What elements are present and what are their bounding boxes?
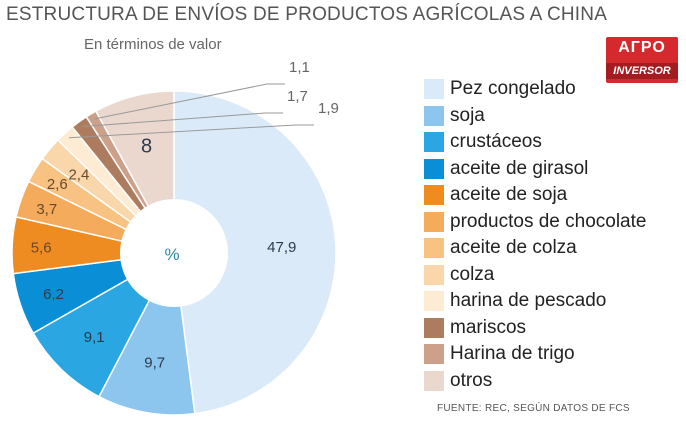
legend-label: productos de chocolate: [450, 210, 647, 232]
slice-label-crustaceos: 9,1: [84, 329, 105, 346]
legend-item-soja: soja: [424, 103, 646, 130]
legend-swatch: [424, 105, 444, 126]
legend-label: harina de pescado: [450, 290, 607, 312]
slice-label-harina-de-pescado: 1,9: [318, 100, 339, 117]
chart-subtitle: En términos de valor: [84, 36, 222, 53]
legend-swatch: [424, 238, 444, 259]
legend-label: colza: [450, 263, 495, 285]
legend-item-aceite-de-soja: aceite de soja: [424, 182, 646, 209]
legend-label: soja: [450, 104, 485, 126]
source-note: FUENTE: REC, SEGÚN DATOS DE FCS: [437, 403, 630, 414]
legend-swatch: [424, 344, 444, 365]
legend-swatch: [424, 291, 444, 312]
legend-swatch: [424, 370, 444, 391]
legend-swatch: [424, 264, 444, 285]
legend-item-colza: colza: [424, 262, 646, 289]
legend-label: aceite de soja: [450, 184, 568, 206]
legend-label: aceite de girasol: [450, 157, 589, 179]
slice-label-otros: 8: [141, 135, 152, 157]
slice-label-soja: 9,7: [144, 354, 165, 371]
legend-item-harina-de-trigo: Harina de trigo: [424, 341, 646, 368]
legend-item-harina-de-pescado: harina de pescado: [424, 288, 646, 315]
legend-label: crustáceos: [450, 131, 542, 153]
legend-swatch: [424, 317, 444, 338]
center-percent-label: %: [164, 245, 179, 264]
pie-chart: 47,9 9,7 9,1 6,2 5,6 3,7 2,62,4 1,9 1,7 1,1 8 %: [11, 59, 339, 416]
slice-labels: 47,9 9,7 9,1 6,2 5,6 3,7 2,62,4 1,9 1,7 1,1 8: [31, 59, 339, 371]
slice-label-colza: 2,4: [68, 166, 89, 183]
agroinversor-logo: АГРО INVERSOR: [606, 37, 678, 83]
legend-label: mariscos: [450, 316, 527, 338]
legend-item-aceite-de-girasol: aceite de girasol: [424, 156, 646, 183]
slice-label-pez-congelado: 47,9: [267, 239, 296, 256]
slice-label-productos-de-chocolate: 3,7: [36, 201, 57, 218]
slice-label-aceite-de-colza: 2,6: [47, 176, 68, 193]
legend-label: Pez congelado: [450, 78, 576, 100]
slice-label-harina-de-trigo: 1,1: [289, 59, 310, 76]
legend-label: aceite de colza: [450, 237, 577, 259]
legend-item-mariscos: mariscos: [424, 315, 646, 342]
legend-item-productos-de-chocolate: productos de chocolate: [424, 209, 646, 236]
legend-swatch: [424, 158, 444, 179]
legend-label: Harina de trigo: [450, 343, 575, 365]
slice-label-aceite-de-soja: 5,6: [31, 240, 52, 257]
chart-title: ESTRUCTURA DE ENVÍOS DE PRODUCTOS AGRÍCO…: [6, 4, 608, 25]
logo-top-text: АГРО: [618, 39, 666, 56]
legend-item-crustaceos: crustáceos: [424, 129, 646, 156]
legend-item-pez-congelado: Pez congelado: [424, 76, 646, 103]
slice-label-aceite-de-girasol: 6,2: [43, 286, 64, 303]
donut-hole: [120, 199, 228, 307]
slice-label-mariscos: 1,7: [287, 88, 308, 105]
leader-line-harina-de-trigo: [93, 83, 285, 120]
legend-swatch: [424, 211, 444, 232]
leader-line-mariscos: [82, 112, 283, 128]
legend-swatch: [424, 79, 444, 100]
legend-swatch: [424, 185, 444, 206]
legend-item-otros: otros: [424, 368, 646, 395]
logo-bottom-text: INVERSOR: [606, 63, 678, 79]
legend-swatch: [424, 132, 444, 153]
chart-legend: Pez congelado soja crustáceos aceite de gir…: [424, 76, 646, 394]
slice-pez-congelado: [173, 90, 337, 415]
legend-item-aceite-de-colza: aceite de colza: [424, 235, 646, 262]
legend-label: otros: [450, 369, 493, 391]
leader-line-harina-de-pescado: [68, 124, 314, 139]
